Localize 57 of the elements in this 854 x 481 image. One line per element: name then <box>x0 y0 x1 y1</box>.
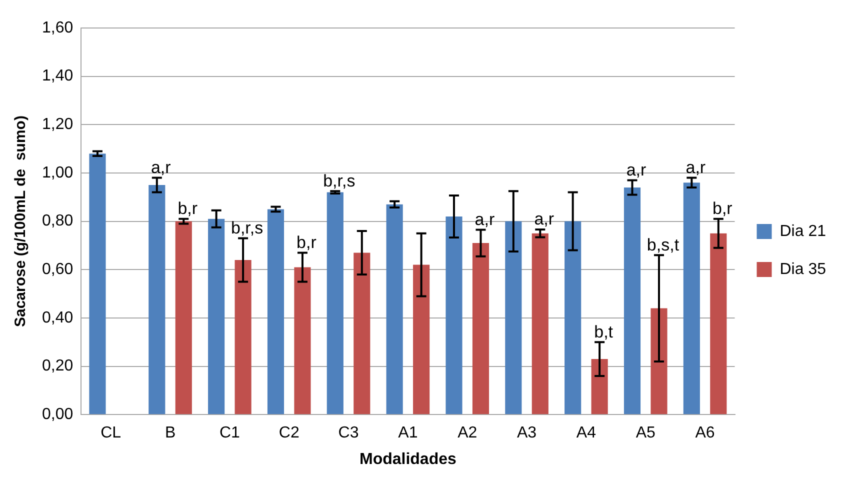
x-tick-label: A4 <box>576 424 596 442</box>
x-tick-label: A2 <box>458 424 478 442</box>
bar <box>472 243 490 414</box>
x-tick-label: A6 <box>695 424 715 442</box>
x-tick-label: C3 <box>338 424 359 442</box>
bar <box>505 221 522 414</box>
data-label: a,r <box>534 210 554 229</box>
x-axis-title: Modalidades <box>359 450 456 468</box>
x-tick-label: A1 <box>398 424 418 442</box>
bar <box>591 359 608 414</box>
x-tick-label: A5 <box>636 424 656 442</box>
data-label: b,r,s <box>323 171 356 190</box>
bar <box>446 216 462 414</box>
bar <box>683 182 700 414</box>
y-tick-label: 0,60 <box>42 261 74 278</box>
data-label: b,r <box>712 199 733 218</box>
bar <box>413 264 430 414</box>
bar <box>326 192 344 414</box>
data-label: a,r <box>626 160 647 180</box>
y-tick-label: 1,40 <box>42 68 74 85</box>
legend-label: Dia 35 <box>780 260 826 278</box>
data-label: b,s,t <box>646 235 680 254</box>
y-tick-label: 1,60 <box>42 19 74 36</box>
x-tick-label: B <box>164 424 176 442</box>
x-tick-label: A3 <box>516 424 537 442</box>
bar <box>148 185 166 414</box>
y-tick-label: 0,20 <box>42 358 74 375</box>
bar <box>564 221 582 414</box>
bar <box>208 218 225 414</box>
bar <box>175 221 192 414</box>
bar <box>650 308 668 414</box>
y-tick-label: 1,20 <box>42 116 74 134</box>
y-tick-label: 1,00 <box>42 164 74 182</box>
bar <box>234 260 252 414</box>
bar <box>294 267 311 414</box>
x-tick-label: CL <box>100 424 122 442</box>
y-axis-title: Sacarose (g/100mL de sumo) <box>12 116 30 328</box>
data-label: b,r <box>296 232 317 252</box>
bar <box>354 252 370 414</box>
bar <box>386 204 403 414</box>
data-label: b,r <box>178 199 198 218</box>
data-label: a,r <box>686 158 706 177</box>
bar <box>267 209 284 414</box>
x-tick-label: C1 <box>219 424 240 442</box>
y-tick-label: 0,80 <box>42 212 74 230</box>
bar <box>710 233 727 414</box>
bar <box>89 154 106 414</box>
y-tick-label: 0,00 <box>42 406 74 424</box>
data-label: a,r <box>150 158 172 177</box>
legend-label: Dia 21 <box>780 222 826 240</box>
bar <box>532 233 548 414</box>
x-tick-label: C2 <box>278 424 300 442</box>
data-label: b,t <box>594 322 614 342</box>
bar <box>624 187 641 414</box>
data-label: a,r <box>474 210 495 229</box>
y-tick-label: 0,40 <box>42 309 74 326</box>
data-label: b,r,s <box>230 218 264 238</box>
